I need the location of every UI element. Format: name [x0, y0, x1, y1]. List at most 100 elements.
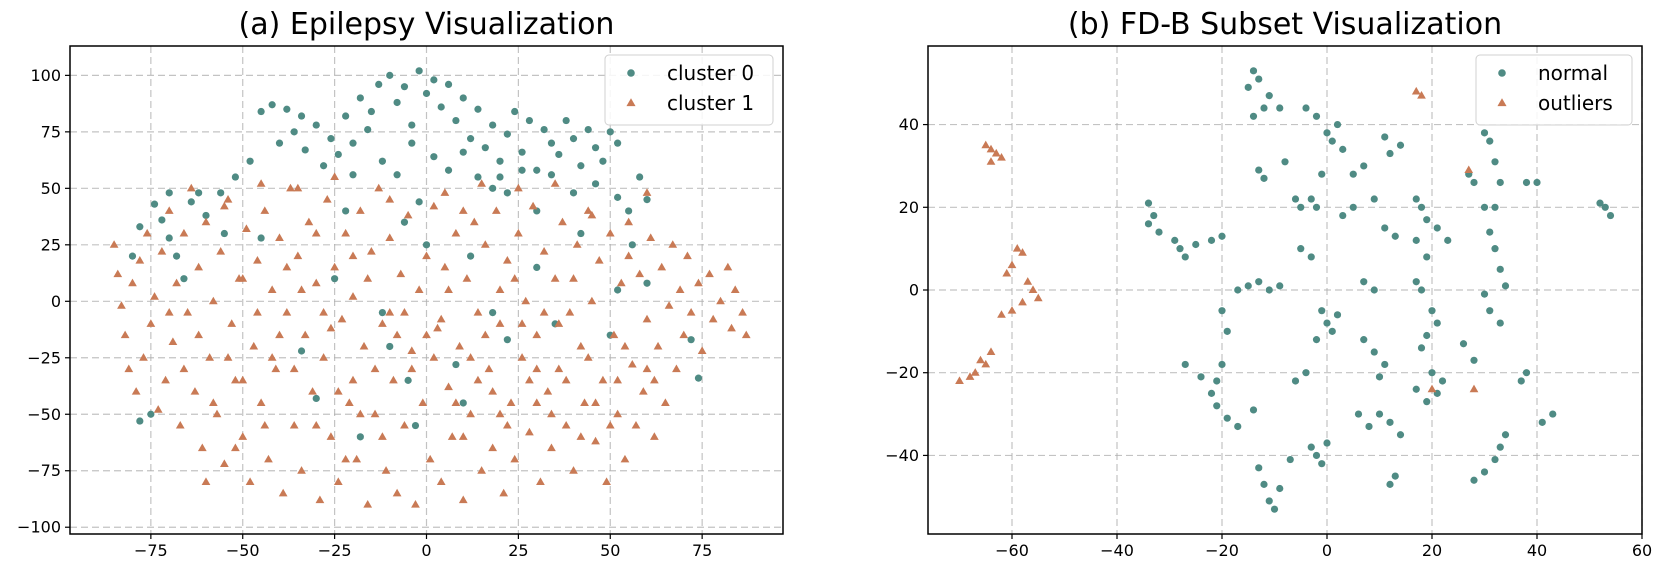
- data-point-circle: [1354, 410, 1363, 418]
- data-point-circle: [1339, 145, 1347, 153]
- data-point-triangle: [561, 420, 571, 429]
- data-point-triangle: [326, 323, 336, 332]
- data-point-circle: [1496, 178, 1504, 187]
- data-point-triangle: [697, 346, 707, 354]
- data-point-triangle: [583, 353, 593, 361]
- data-point-circle: [1491, 245, 1499, 253]
- data-point-triangle: [186, 183, 196, 192]
- data-point-circle: [1496, 443, 1504, 451]
- data-point-circle: [1197, 373, 1205, 381]
- data-point-triangle: [311, 278, 321, 287]
- data-point-circle: [636, 173, 644, 181]
- data-point-triangle: [550, 274, 560, 282]
- data-point-triangle: [1028, 285, 1038, 293]
- data-point-triangle: [267, 285, 277, 293]
- data-point-triangle: [558, 217, 567, 226]
- data-point-triangle: [591, 398, 600, 406]
- data-point-circle: [297, 112, 306, 120]
- data-point-circle: [187, 198, 195, 206]
- data-point-triangle: [363, 500, 373, 508]
- data-point-triangle: [297, 466, 306, 474]
- data-point-circle: [1522, 369, 1531, 377]
- data-point-circle: [628, 241, 636, 249]
- x-tick-label: 60: [1632, 541, 1652, 560]
- data-point-triangle: [466, 353, 475, 361]
- data-point-triangle: [997, 310, 1006, 318]
- data-point-triangle: [683, 251, 692, 260]
- data-point-circle: [1207, 236, 1216, 244]
- y-tick-label: −50: [27, 405, 61, 424]
- data-point-triangle: [1012, 244, 1022, 252]
- data-point-triangle: [311, 420, 321, 429]
- data-point-circle: [503, 130, 511, 138]
- data-point-triangle: [480, 240, 490, 248]
- data-point-triangle: [297, 285, 306, 293]
- chart-title: (a) Epilepsy Visualization: [239, 7, 615, 42]
- data-point-triangle: [223, 353, 233, 361]
- data-point-triangle: [491, 206, 501, 214]
- data-point-triangle: [392, 488, 402, 497]
- data-point-triangle: [451, 398, 461, 406]
- data-point-circle: [1360, 162, 1368, 170]
- data-point-circle: [1496, 319, 1504, 327]
- data-point-circle: [687, 336, 695, 344]
- x-tick-label: −60: [995, 541, 1029, 560]
- data-point-circle: [356, 94, 364, 102]
- data-point-triangle: [514, 183, 523, 192]
- data-point-circle: [459, 399, 467, 407]
- data-point-triangle: [580, 398, 589, 406]
- x-tick-label: 0: [1322, 541, 1332, 560]
- data-point-circle: [1302, 104, 1310, 112]
- x-tick-label: −20: [1205, 541, 1239, 560]
- data-point-triangle: [135, 256, 145, 264]
- data-point-circle: [1496, 265, 1504, 273]
- data-point-circle: [283, 105, 291, 113]
- data-point-circle: [1150, 211, 1158, 220]
- data-point-circle: [459, 94, 467, 102]
- data-point-triangle: [997, 153, 1006, 161]
- data-point-triangle: [514, 228, 523, 237]
- y-tick-label: 75: [41, 122, 61, 141]
- data-point-triangle: [260, 420, 270, 429]
- data-point-triangle: [348, 292, 358, 300]
- data-point-circle: [1396, 431, 1405, 439]
- data-point-circle: [1480, 468, 1489, 476]
- data-point-triangle: [484, 364, 494, 373]
- data-point-triangle: [668, 240, 678, 248]
- data-point-triangle: [242, 224, 251, 232]
- legend: normal outliers: [1475, 54, 1633, 126]
- data-point-circle: [312, 394, 320, 403]
- data-point-circle: [331, 275, 339, 283]
- data-point-circle: [1234, 422, 1242, 431]
- data-point-circle: [525, 116, 534, 125]
- data-point-triangle: [986, 347, 996, 356]
- data-point-triangle: [109, 240, 119, 248]
- data-point-circle: [1375, 410, 1384, 418]
- data-point-triangle: [330, 262, 339, 271]
- data-point-triangle: [208, 398, 218, 406]
- data-point-circle: [220, 229, 228, 238]
- data-point-circle: [231, 173, 239, 181]
- legend-label: normal: [1538, 61, 1608, 85]
- data-point-circle: [1291, 195, 1300, 203]
- data-point-triangle: [436, 477, 446, 486]
- data-point-circle: [1297, 245, 1305, 253]
- data-point-triangle: [694, 278, 703, 287]
- data-point-circle: [1181, 253, 1189, 261]
- data-point-triangle: [197, 443, 207, 452]
- data-point-circle: [1144, 199, 1153, 207]
- data-point-triangle: [344, 398, 354, 406]
- legend-label: cluster 0: [667, 61, 754, 85]
- data-point-circle: [1307, 443, 1315, 451]
- data-point-circle: [503, 189, 511, 197]
- data-point-circle: [1538, 418, 1546, 426]
- data-point-circle: [1491, 455, 1499, 464]
- data-point-circle: [1260, 104, 1268, 112]
- data-point-triangle: [638, 387, 648, 395]
- data-point-circle: [1433, 224, 1441, 232]
- data-point-triangle: [440, 262, 450, 271]
- data-point-circle: [694, 374, 703, 382]
- data-point-triangle: [429, 353, 439, 361]
- data-point-circle: [1333, 311, 1342, 319]
- y-tick-label: −25: [27, 348, 61, 367]
